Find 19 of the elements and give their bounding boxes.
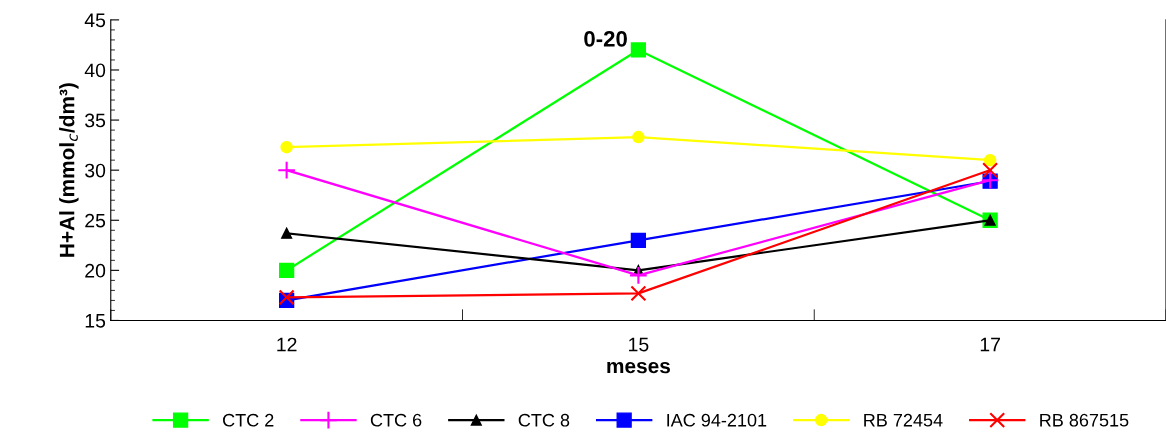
annotation: 0-20 bbox=[584, 31, 627, 47]
legend-label: IAC 94-2101 bbox=[667, 413, 767, 427]
y-tick-label: 20 bbox=[85, 263, 106, 278]
y-tick-label: 45 bbox=[84, 13, 106, 28]
y-tick-label: 15 bbox=[85, 314, 106, 328]
x-axis-title: meses bbox=[607, 361, 670, 374]
x-tick-label: 17 bbox=[980, 337, 1000, 352]
legend-label: CTC 6 bbox=[370, 413, 422, 427]
legend-label: CTC 2 bbox=[223, 413, 274, 427]
y-tick-label: 40 bbox=[84, 63, 106, 78]
x-tick-label: 15 bbox=[629, 337, 649, 352]
legend-label: RB 72454 bbox=[864, 413, 943, 427]
legend-label: CTC 8 bbox=[518, 413, 570, 427]
x-tick-label: 12 bbox=[277, 337, 297, 352]
legend-label: RB 867515 bbox=[1040, 413, 1129, 427]
y-tick-label: 25 bbox=[85, 213, 106, 228]
y-tick-label: 30 bbox=[85, 163, 106, 178]
y-tick-label: 35 bbox=[85, 113, 106, 128]
y-axis-title: H+Al (mmol$_{c}$/dm³) bbox=[59, 83, 79, 257]
